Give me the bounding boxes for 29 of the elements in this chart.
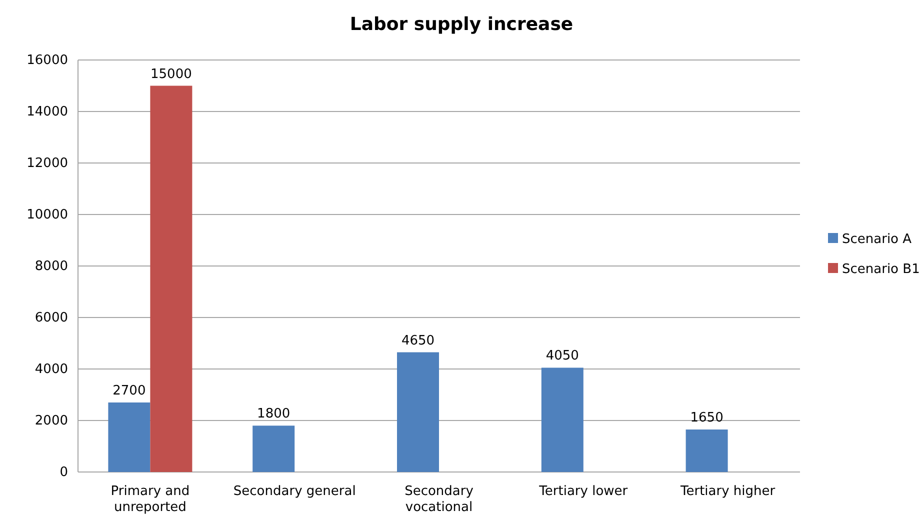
- data-label: 4050: [546, 348, 579, 364]
- bar: [397, 352, 439, 472]
- bar: [686, 430, 728, 472]
- y-tick-label: 2000: [34, 414, 68, 429]
- data-label: 1650: [690, 410, 724, 426]
- bar: [252, 426, 295, 472]
- y-tick-label: 8000: [34, 259, 68, 274]
- y-tick-label: 0: [60, 465, 68, 480]
- legend-label: Scenario A: [842, 232, 912, 247]
- bar: [541, 368, 584, 472]
- data-label: 2700: [112, 383, 146, 398]
- x-tick-label: Tertiary lower: [538, 484, 628, 500]
- y-tick-label: 10000: [26, 208, 68, 223]
- x-tick-label: Secondary general: [233, 484, 356, 500]
- data-label: 1800: [257, 406, 290, 422]
- x-tick-label: Secondary vocational: [404, 484, 474, 515]
- y-tick-label: 12000: [26, 156, 68, 172]
- data-label: 4650: [401, 333, 435, 348]
- bar: [108, 402, 150, 472]
- y-tick-label: 4000: [34, 362, 68, 378]
- bar: [150, 86, 192, 472]
- data-label: 15000: [150, 66, 192, 82]
- chart-title: Labor supply increase: [350, 14, 574, 35]
- y-tick-label: 14000: [26, 104, 68, 120]
- legend-label: Scenario B1: [842, 262, 920, 277]
- y-tick-label: 6000: [34, 310, 68, 326]
- x-tick-label: Tertiary higher: [679, 484, 776, 500]
- y-tick-label: 16000: [26, 53, 68, 68]
- x-tick-label: Primary and unreported: [110, 484, 190, 515]
